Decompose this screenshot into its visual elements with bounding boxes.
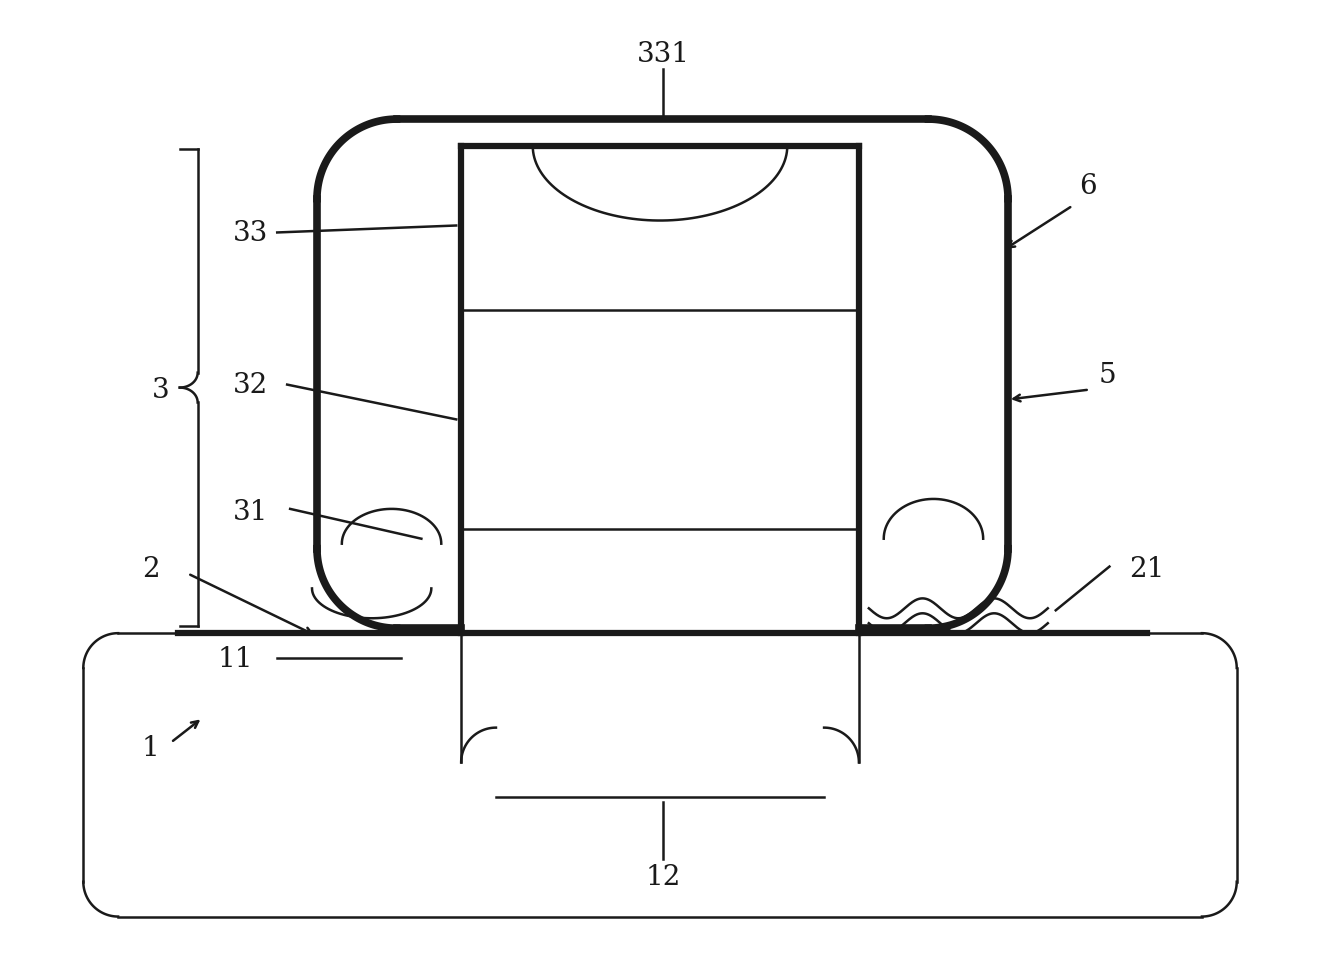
Text: 21: 21 bbox=[1129, 556, 1165, 582]
Text: 1: 1 bbox=[142, 735, 159, 761]
Text: 11: 11 bbox=[218, 645, 253, 672]
Text: 12: 12 bbox=[645, 864, 681, 890]
Text: 32: 32 bbox=[232, 371, 268, 399]
Text: 3: 3 bbox=[153, 377, 170, 404]
Text: 2: 2 bbox=[142, 556, 159, 582]
Text: 5: 5 bbox=[1099, 361, 1116, 389]
Text: 331: 331 bbox=[637, 41, 690, 68]
Text: 33: 33 bbox=[232, 220, 268, 247]
Text: 31: 31 bbox=[232, 499, 268, 526]
Text: 6: 6 bbox=[1079, 173, 1096, 200]
